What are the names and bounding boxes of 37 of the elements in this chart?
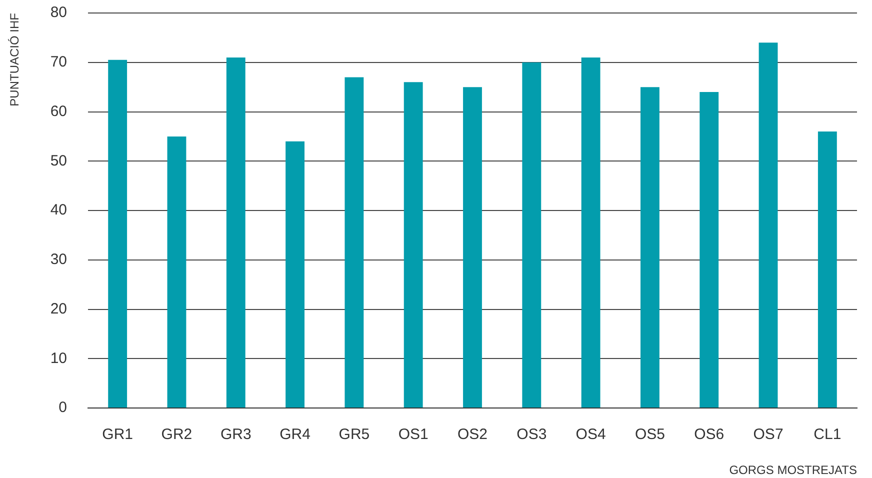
bar <box>344 77 364 408</box>
y-tick-label: 30 <box>50 251 67 268</box>
bar <box>463 87 482 408</box>
x-tick-label: OS4 <box>576 426 606 444</box>
x-axis-title: GORGS MOSTREJATS <box>729 463 857 478</box>
x-tick-label: OS5 <box>634 426 665 444</box>
bar <box>581 57 600 408</box>
y-tick-label: 0 <box>58 399 67 416</box>
x-tick-label: OS7 <box>753 426 784 444</box>
x-tick-label: GR2 <box>161 426 192 444</box>
y-tick-label: 10 <box>50 350 67 367</box>
x-tick-label: OS6 <box>694 426 724 444</box>
bar <box>640 87 660 408</box>
y-tick-label: 40 <box>50 202 67 219</box>
bar <box>108 60 128 408</box>
x-tick-label: GR1 <box>102 426 133 444</box>
y-tick-label: 50 <box>50 152 67 170</box>
y-tick-label: 70 <box>50 54 67 71</box>
y-tick-label: 20 <box>50 300 67 318</box>
bar <box>818 132 837 408</box>
x-tick-label: OS1 <box>398 426 428 444</box>
y-tick-label: 60 <box>50 102 67 120</box>
x-tick-label: GR4 <box>280 426 310 444</box>
x-tick-label: OS2 <box>457 426 488 444</box>
bar <box>700 92 719 408</box>
bar <box>226 57 246 408</box>
x-tick-label: OS3 <box>516 426 547 444</box>
y-tick-label: 80 <box>50 4 67 22</box>
bar <box>167 136 186 408</box>
bar <box>758 42 778 408</box>
x-tick-label: GR3 <box>220 426 252 444</box>
bar <box>286 141 305 408</box>
bar <box>522 62 542 408</box>
x-tick-label: CL1 <box>814 426 842 444</box>
y-axis-title: PUNTUACIÓ IHF <box>8 13 22 106</box>
x-tick-label: GR5 <box>338 426 370 444</box>
bar <box>404 82 423 408</box>
